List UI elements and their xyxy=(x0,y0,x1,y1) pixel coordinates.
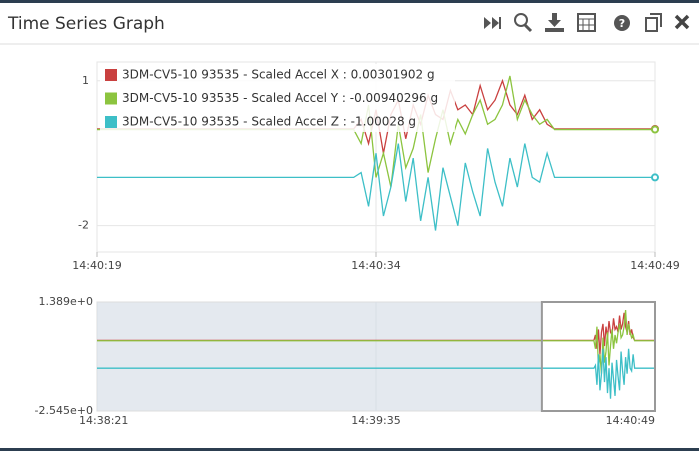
x-tick-label: 14:40:49 xyxy=(606,414,655,427)
bottom-border xyxy=(0,448,699,451)
legend: 3DM-CV5-10 93535 - Scaled Accel X : 0.00… xyxy=(100,64,455,132)
end-marker xyxy=(651,125,659,134)
series-line xyxy=(97,348,655,399)
widget-title: Time Series Graph xyxy=(7,14,165,34)
selection-border xyxy=(540,301,657,412)
x-tick-label: 14:40:19 xyxy=(72,259,121,272)
table-button[interactable] xyxy=(577,13,596,32)
legend-label: 3DM-CV5-10 93535 - Scaled Accel Z : -1.0… xyxy=(122,115,416,129)
svg-text:?: ? xyxy=(619,17,625,30)
skip-button[interactable] xyxy=(484,17,501,29)
y-tick-label: -2.545e+0 xyxy=(35,404,93,417)
x-tick-label: 14:40:49 xyxy=(630,259,679,272)
y-tick-label: 1.389e+0 xyxy=(39,295,93,308)
x-tick-label: 14:39:35 xyxy=(351,414,400,427)
legend-label: 3DM-CV5-10 93535 - Scaled Accel X : 0.00… xyxy=(122,68,435,82)
legend-swatch xyxy=(105,69,117,81)
close-button[interactable] xyxy=(674,14,690,30)
end-marker xyxy=(651,173,659,182)
legend-label: 3DM-CV5-10 93535 - Scaled Accel Y : -0.0… xyxy=(122,91,438,105)
legend-box xyxy=(100,64,455,132)
y-tick-label: 1 xyxy=(82,74,89,87)
x-tick-label: 14:38:21 xyxy=(79,414,128,427)
labels: 1 -2 14:40:19 14:40:34 14:40:49 3DM-CV5-10 93… xyxy=(35,64,680,427)
popout-button[interactable] xyxy=(645,13,662,32)
y-tick-label: -2 xyxy=(78,219,89,232)
zoom-button[interactable] xyxy=(514,13,533,33)
help-button[interactable]: ? xyxy=(614,15,630,31)
legend-swatch xyxy=(105,92,117,105)
series-line xyxy=(97,312,655,355)
toolbar: ? xyxy=(484,13,690,33)
series-line xyxy=(97,309,655,374)
legend-swatch xyxy=(105,116,117,128)
series-line xyxy=(97,143,655,231)
x-tick-label: 14:40:34 xyxy=(351,259,400,272)
top-border xyxy=(0,0,699,3)
navigator-plot xyxy=(97,302,655,411)
download-button[interactable] xyxy=(545,13,564,32)
